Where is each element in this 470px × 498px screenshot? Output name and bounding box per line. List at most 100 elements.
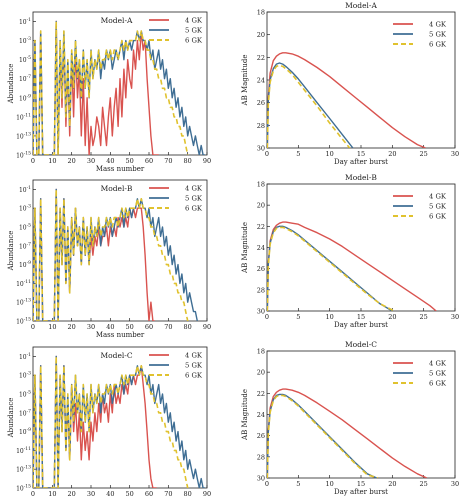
x-tick-label: 70 <box>164 157 172 165</box>
y-axis-label: AB Magnitude <box>241 222 249 274</box>
legend-label: 5 GK <box>429 31 447 39</box>
y-tick-label: 10-7 <box>19 408 31 417</box>
plot-frame <box>266 183 456 312</box>
legend-label: 5 GK <box>185 27 203 35</box>
x-tick-label: 30 <box>451 480 459 488</box>
series-group <box>33 20 206 155</box>
y-tick-label: 10-11 <box>16 112 31 121</box>
series-line-4gk <box>33 355 157 488</box>
chart-panel-1: 0 10 20 30 40 50 60 70 80 90 10-1 10-3 10-5 10-7 10-9 1… <box>7 11 211 173</box>
x-tick-label: 40 <box>106 157 114 165</box>
chart-title: Model-C <box>345 340 377 349</box>
y-tick-label: 10-13 <box>16 131 31 140</box>
y-tick-label: 18 <box>257 181 265 189</box>
x-tick-label: 70 <box>164 490 172 498</box>
chart-panel-5: 0 10 20 30 40 50 60 70 80 90 10-1 10-3 10-5 10-7 10-9 1… <box>7 346 211 498</box>
legend-label: 4 GK <box>185 17 203 25</box>
x-tick-label: 15 <box>357 313 365 321</box>
legend-label: 4 GK <box>429 193 447 201</box>
legend-label: 4 GK <box>429 21 447 29</box>
y-tick-label: 26 <box>257 265 265 273</box>
series-line-6gk <box>33 355 189 488</box>
series-group <box>267 388 428 478</box>
series-line-5gk <box>267 62 354 148</box>
x-axis-label: Day after burst <box>334 488 388 496</box>
x-tick-label: 90 <box>203 490 211 498</box>
series-line-4gk <box>267 388 428 478</box>
x-tick-label: 10 <box>48 157 56 165</box>
x-tick-label: 50 <box>126 490 134 498</box>
chart-title: Model-A <box>101 16 133 25</box>
legend: 4 GK 5 GK 6 GK <box>393 193 447 221</box>
x-tick-label: 20 <box>68 323 76 331</box>
series-line-4gk <box>33 20 159 155</box>
x-tick-label: 0 <box>31 157 35 165</box>
x-tick-label: 10 <box>48 490 56 498</box>
series-group <box>267 221 437 311</box>
x-tick-label: 5 <box>296 313 300 321</box>
chart-panel-2: 0 5 10 15 20 25 30 18 20 22 24 26 28 30 Day after burs… <box>241 1 459 166</box>
y-tick-label: 10-9 <box>19 93 31 102</box>
legend-label: 4 GK <box>429 360 447 368</box>
chart-panel-4: 0 5 10 15 20 25 30 18 20 22 24 26 28 30 Day after burs… <box>241 173 459 329</box>
y-tick-label: 10-1 <box>19 185 31 194</box>
plot-frame <box>32 179 208 322</box>
legend: 4 GK 5 GK 6 GK <box>393 360 447 388</box>
y-tick-label: 10-3 <box>19 204 31 213</box>
y-tick-label: 24 <box>257 244 265 252</box>
y-tick-label: 20 <box>257 369 265 377</box>
y-tick-label: 10-3 <box>19 371 31 380</box>
chart-panel-6: 0 5 10 15 20 25 30 18 20 22 24 26 28 30 Day after burs… <box>241 340 459 496</box>
y-tick-label: 10-15 <box>16 484 31 493</box>
x-tick-label: 30 <box>451 150 459 158</box>
x-tick-label: 20 <box>388 480 396 488</box>
legend: 4 GK 5 GK 6 GK <box>149 185 203 213</box>
series-line-6gk <box>267 64 351 148</box>
series-group <box>267 52 426 148</box>
y-tick-label: 22 <box>257 390 265 398</box>
legend-label: 5 GK <box>429 370 447 378</box>
x-tick-label: 20 <box>388 313 396 321</box>
y-tick-label: 30 <box>257 145 265 153</box>
x-tick-label: 0 <box>31 323 35 331</box>
plot-frame <box>266 11 456 149</box>
y-tick-label: 10-3 <box>19 36 31 45</box>
x-tick-label: 20 <box>388 150 396 158</box>
y-tick-label: 10-13 <box>16 298 31 307</box>
x-tick-label: 40 <box>106 490 114 498</box>
chart-title: Model-C <box>100 351 132 360</box>
series-line-4gk <box>33 188 155 321</box>
y-tick-label: 18 <box>257 348 265 356</box>
y-tick-label: 10-7 <box>19 241 31 250</box>
x-tick-label: 25 <box>420 313 428 321</box>
series-group <box>33 355 206 488</box>
legend-label: 6 GK <box>185 37 203 45</box>
legend-label: 6 GK <box>429 213 447 221</box>
legend: 4 GK 5 GK 6 GK <box>149 352 203 380</box>
x-tick-label: 90 <box>203 323 211 331</box>
x-tick-label: 70 <box>164 323 172 331</box>
y-tick-label: 10-5 <box>19 390 31 399</box>
x-tick-label: 60 <box>145 323 153 331</box>
y-tick-label: 20 <box>257 202 265 210</box>
x-tick-label: 5 <box>296 150 300 158</box>
y-tick-label: 10-15 <box>16 317 31 326</box>
series-line-5gk <box>267 225 393 311</box>
x-tick-label: 5 <box>296 480 300 488</box>
x-tick-label: 30 <box>87 323 95 331</box>
y-tick-label: 10-11 <box>16 279 31 288</box>
x-tick-label: 10 <box>48 323 56 331</box>
legend-label: 6 GK <box>429 41 447 49</box>
legend-label: 5 GK <box>429 203 447 211</box>
plot-frame <box>32 11 208 156</box>
legend-label: 6 GK <box>429 380 447 388</box>
y-tick-label: 30 <box>257 475 265 483</box>
x-tick-label: 60 <box>145 490 153 498</box>
legend-label: 4 GK <box>185 352 203 360</box>
y-tick-label: 28 <box>257 122 265 130</box>
y-tick-label: 10-5 <box>19 223 31 232</box>
x-tick-label: 30 <box>87 490 95 498</box>
x-tick-label: 60 <box>145 157 153 165</box>
x-tick-label: 80 <box>184 490 192 498</box>
legend-label: 5 GK <box>185 362 203 370</box>
